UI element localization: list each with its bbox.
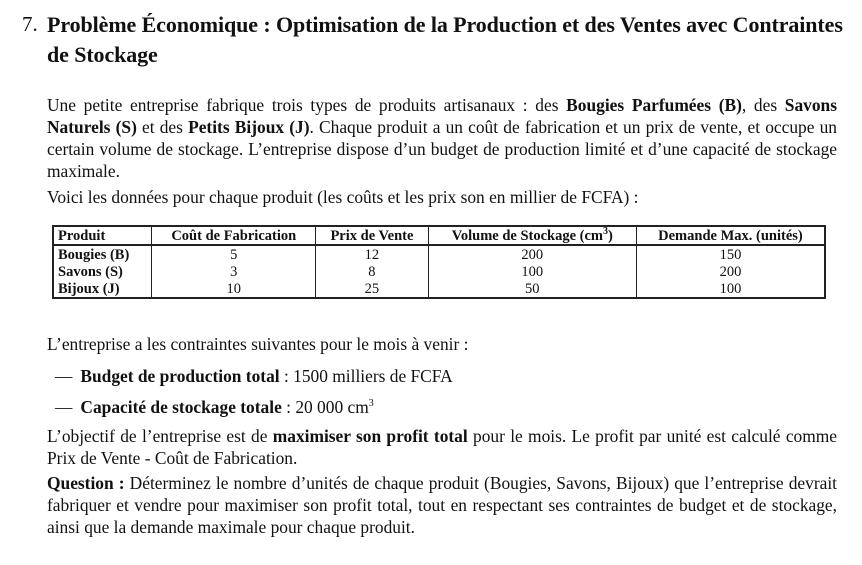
header-volume-sup: 3 xyxy=(603,226,609,238)
question-label: Question : xyxy=(47,473,125,493)
cell-demand: 200 xyxy=(635,263,826,280)
cell-cost: 3 xyxy=(151,263,317,280)
constraints-intro: L’entreprise a les contraintes suivantes… xyxy=(47,334,469,354)
intro-text: et des xyxy=(136,117,189,137)
product-bougies-bold: Bougies Parfumées (B) xyxy=(566,95,742,115)
storage-sup: 3 xyxy=(368,398,374,410)
cell-cost: 10 xyxy=(151,280,317,299)
cell-cost: 5 xyxy=(151,245,317,263)
objective-paragraph: L’objectif de l’entreprise est de maximi… xyxy=(47,425,837,469)
cell-product: Bougies (B) xyxy=(52,245,153,263)
cell-volume: 50 xyxy=(427,280,637,299)
exercise-number: 7. xyxy=(22,12,38,36)
header-volume: Volume de Stockage (cm3) xyxy=(427,225,637,246)
table-header-row: Produit Coût de Fabrication Prix de Vent… xyxy=(52,225,826,246)
objective-bold: maximiser son profit total xyxy=(272,426,468,446)
cell-demand: 100 xyxy=(635,280,826,299)
constraint-storage: — Capacité de stockage totale : 20 000 cm… xyxy=(55,396,374,418)
cell-price: 25 xyxy=(315,280,429,299)
table-row: Savons (S) 3 8 100 200 xyxy=(52,263,826,280)
list-dash: — xyxy=(55,397,73,417)
header-price: Prix de Vente xyxy=(315,225,429,246)
exercise-title: Problème Économique : Optimisation de la… xyxy=(47,12,843,67)
header-demand: Demande Max. (unités) xyxy=(635,225,826,246)
budget-value: : 1500 milliers de FCFA xyxy=(279,366,453,386)
header-cost: Coût de Fabrication xyxy=(151,225,317,246)
cell-product: Bijoux (J) xyxy=(52,280,153,299)
objective-text: pour le mois. Le profit par unité est ca… xyxy=(47,426,838,468)
question-paragraph: Question : Déterminez le nombre d’unités… xyxy=(47,472,837,538)
table-row: Bougies (B) 5 12 200 150 xyxy=(52,245,826,263)
cell-product: Savons (S) xyxy=(52,263,153,280)
product-data-table: Produit Coût de Fabrication Prix de Vent… xyxy=(52,225,826,299)
cell-price: 8 xyxy=(315,263,429,280)
budget-label: Budget de production total xyxy=(80,366,280,386)
list-dash: — xyxy=(55,366,73,386)
table-row: Bijoux (J) 10 25 50 100 xyxy=(52,280,826,299)
product-bijoux-bold: Petits Bijoux (J) xyxy=(188,117,310,137)
intro-paragraph: Une petite entreprise fabrique trois typ… xyxy=(47,94,837,182)
cell-volume: 200 xyxy=(427,245,637,263)
storage-value: : 20 000 cm xyxy=(281,397,369,417)
data-intro-line: Voici les données pour chaque produit (l… xyxy=(47,187,639,207)
constraint-budget: — Budget de production total : 1500 milli… xyxy=(55,365,453,387)
header-volume-text: Volume de Stockage (cm xyxy=(451,228,604,244)
question-text: Déterminez le nombre d’unités de chaque … xyxy=(47,473,837,537)
storage-label: Capacité de stockage totale xyxy=(80,397,282,417)
cell-demand: 150 xyxy=(635,245,826,263)
intro-text: . Chaque produit a un coût de fabricatio… xyxy=(47,117,838,181)
cell-price: 12 xyxy=(315,245,429,263)
intro-text: , des xyxy=(741,95,785,115)
header-volume-close: ) xyxy=(608,228,613,244)
header-product: Produit xyxy=(52,225,153,246)
product-savons-bold: Savons Naturels (S) xyxy=(47,95,837,137)
intro-text: Une petite entreprise fabrique trois typ… xyxy=(47,95,567,115)
objective-text: L’objectif de l’entreprise est de xyxy=(47,426,273,446)
cell-volume: 100 xyxy=(427,263,637,280)
